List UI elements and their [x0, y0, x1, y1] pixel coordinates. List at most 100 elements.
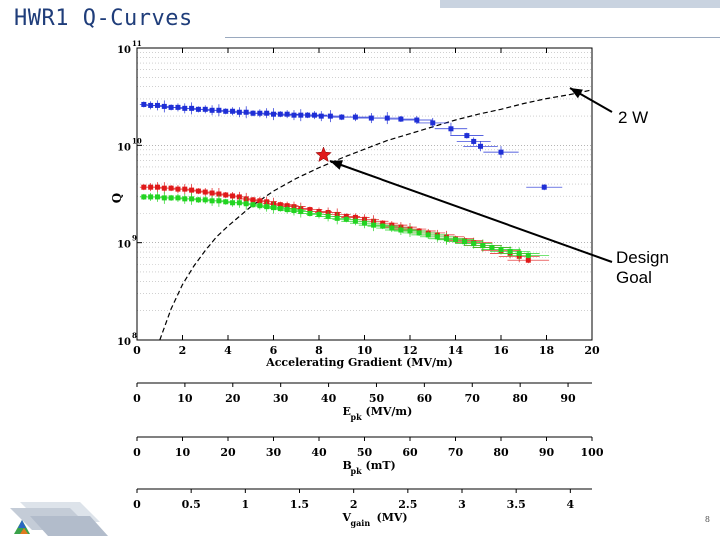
secondary-axis-label-sub: pk	[351, 466, 363, 476]
data-point-blue	[168, 104, 174, 110]
x-tick-label-6: 6	[270, 344, 278, 357]
x-tick-label-12: 12	[402, 344, 417, 357]
data-point-blue	[141, 101, 147, 107]
data-point-red	[148, 184, 154, 190]
y-tick-label-exp: 9	[132, 234, 137, 243]
data-point-green	[154, 194, 160, 200]
secondary-axis-label-unit: (MV/m)	[366, 405, 413, 418]
data-point-blue	[478, 143, 484, 149]
data-point-blue	[264, 110, 270, 116]
y-tick-label-base: 10	[117, 337, 131, 348]
x-tick-label-4: 4	[224, 344, 232, 357]
arrow-design-goal-head	[330, 160, 343, 170]
data-point-blue	[243, 109, 249, 115]
secondary-tick-label: 30	[273, 392, 289, 405]
data-point-green	[250, 202, 256, 208]
x-tick-label-18: 18	[539, 344, 555, 357]
secondary-tick-label: 4	[567, 498, 575, 511]
y-tick-label-base: 10	[117, 45, 131, 56]
data-point-red	[161, 185, 167, 191]
data-point-green	[362, 220, 367, 226]
x-tick-label-14: 14	[448, 344, 464, 357]
data-point-blue	[327, 113, 333, 119]
data-point-red	[250, 197, 256, 203]
data-point-blue	[368, 115, 374, 121]
data-point-green	[453, 237, 458, 243]
design-goal-star	[315, 146, 332, 163]
data-point-green	[389, 225, 395, 231]
secondary-tick-label: 70	[465, 392, 481, 405]
data-point-blue	[154, 102, 160, 108]
data-point-green	[161, 195, 167, 201]
secondary-tick-label: 20	[225, 392, 241, 405]
data-point-green	[141, 194, 147, 200]
data-point-green	[307, 210, 313, 216]
secondary-tick-label: 0	[133, 446, 141, 459]
data-point-red	[175, 186, 181, 192]
secondary-tick-label: 3	[458, 498, 466, 511]
data-point-blue	[352, 114, 358, 120]
data-point-blue	[189, 105, 195, 111]
header-divider	[225, 37, 720, 38]
secondary-tick-label: 80	[493, 446, 509, 459]
data-point-green	[216, 198, 222, 204]
data-point-green	[498, 246, 504, 252]
y-tick-label-base: 10	[117, 142, 131, 153]
y-tick-label-exp: 8	[132, 331, 137, 340]
data-point-blue	[498, 149, 504, 155]
data-point-red	[141, 184, 147, 190]
data-point-blue	[148, 102, 154, 108]
data-point-green	[489, 245, 495, 251]
arrow-design-goal	[329, 160, 613, 263]
data-point-blue	[471, 138, 477, 144]
data-point-green	[480, 243, 486, 249]
data-point-green	[243, 201, 249, 207]
secondary-axis-gain: 0 0.5 1 1.5 2 2.5 3 3.5 4 V gain (MV)	[133, 488, 592, 528]
series-green	[139, 191, 550, 260]
logo-triangle-orange	[20, 528, 28, 534]
secondary-axis-label-main: B	[343, 459, 352, 472]
data-point-green	[223, 199, 229, 205]
secondary-axis-label-unit: (MV)	[377, 511, 408, 524]
slide-title: HWR1 Q-Curves	[14, 6, 193, 31]
secondary-axis-pk: 0 10 20 30 40 50 60 70 80 90 100 Bpk (mT)	[133, 436, 604, 476]
data-point-red	[202, 189, 208, 195]
data-point-red	[195, 188, 201, 194]
data-point-red	[277, 202, 283, 208]
arrow-2w-head	[570, 88, 583, 99]
data-point-green	[325, 213, 331, 219]
data-point-blue	[216, 107, 222, 113]
data-point-green	[175, 195, 181, 201]
data-point-blue	[430, 120, 436, 126]
data-point-blue	[541, 184, 547, 190]
annotation-design-goal-line2: Goal	[616, 268, 652, 287]
secondary-tick-label: 90	[539, 446, 555, 459]
data-point-green	[525, 252, 531, 258]
data-point-blue	[175, 104, 181, 110]
data-point-blue	[230, 108, 236, 114]
secondary-tick-label: 1.5	[290, 498, 309, 511]
x-tick-label-0: 0	[133, 344, 141, 357]
data-point-green	[462, 239, 468, 245]
data-point-blue	[464, 133, 470, 139]
secondary-tick-label: 40	[311, 446, 327, 459]
data-point-green	[334, 215, 340, 221]
secondary-tick-label: 50	[357, 446, 373, 459]
header-accent-bar	[440, 0, 720, 8]
secondary-tick-label: 0.5	[182, 498, 201, 511]
data-point-blue	[384, 115, 390, 121]
data-point-blue	[284, 111, 290, 117]
x-axis-label: Accelerating Gradient (MV/m)	[265, 356, 453, 369]
x-tick-label-10: 10	[357, 344, 373, 357]
series-red	[139, 182, 550, 264]
series-blue	[139, 100, 563, 191]
data-point-green	[316, 211, 322, 217]
x-tick-label-20: 20	[584, 344, 600, 357]
data-point-red	[525, 257, 531, 263]
x-tick-label-8: 8	[315, 344, 323, 357]
y-axis-label: Q	[110, 193, 124, 203]
data-point-green	[352, 218, 358, 224]
secondary-tick-label: 60	[417, 392, 433, 405]
data-point-green	[471, 241, 477, 247]
secondary-axis-label-main: E	[343, 405, 351, 418]
